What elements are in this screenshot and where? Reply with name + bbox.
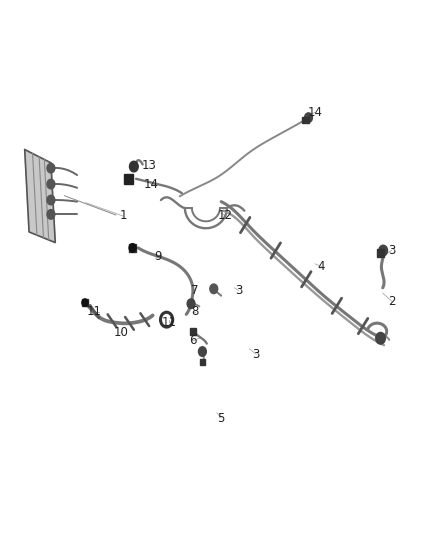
Text: 10: 10 (113, 326, 128, 340)
Text: 11: 11 (161, 316, 176, 329)
Text: 9: 9 (154, 251, 162, 263)
Text: 4: 4 (318, 260, 325, 273)
Text: 1: 1 (119, 209, 127, 222)
Polygon shape (25, 150, 55, 243)
Circle shape (129, 244, 136, 252)
Circle shape (304, 113, 312, 123)
Circle shape (376, 333, 385, 344)
Circle shape (82, 299, 88, 306)
Text: 3: 3 (388, 244, 395, 257)
Bar (377, 249, 384, 257)
Text: 3: 3 (252, 348, 260, 361)
Text: 3: 3 (235, 284, 242, 297)
Bar (129, 244, 136, 252)
Text: 11: 11 (87, 305, 102, 318)
Circle shape (210, 284, 218, 294)
Text: 8: 8 (191, 305, 199, 318)
Text: 2: 2 (388, 295, 395, 308)
Text: 14: 14 (144, 177, 159, 191)
Circle shape (47, 209, 55, 219)
Bar (190, 328, 196, 335)
Bar (302, 117, 309, 123)
Text: 14: 14 (307, 106, 322, 119)
Circle shape (187, 299, 195, 309)
Bar (200, 359, 205, 366)
Circle shape (47, 179, 55, 189)
Text: 6: 6 (189, 334, 197, 348)
Bar (82, 299, 88, 306)
Text: 12: 12 (218, 209, 233, 222)
Circle shape (47, 195, 55, 205)
Circle shape (130, 161, 138, 172)
Circle shape (379, 245, 388, 256)
Circle shape (198, 347, 206, 357)
Text: 7: 7 (191, 284, 199, 297)
Circle shape (47, 164, 55, 173)
Text: 13: 13 (142, 159, 156, 172)
Bar (124, 174, 133, 183)
Text: 5: 5 (218, 411, 225, 424)
